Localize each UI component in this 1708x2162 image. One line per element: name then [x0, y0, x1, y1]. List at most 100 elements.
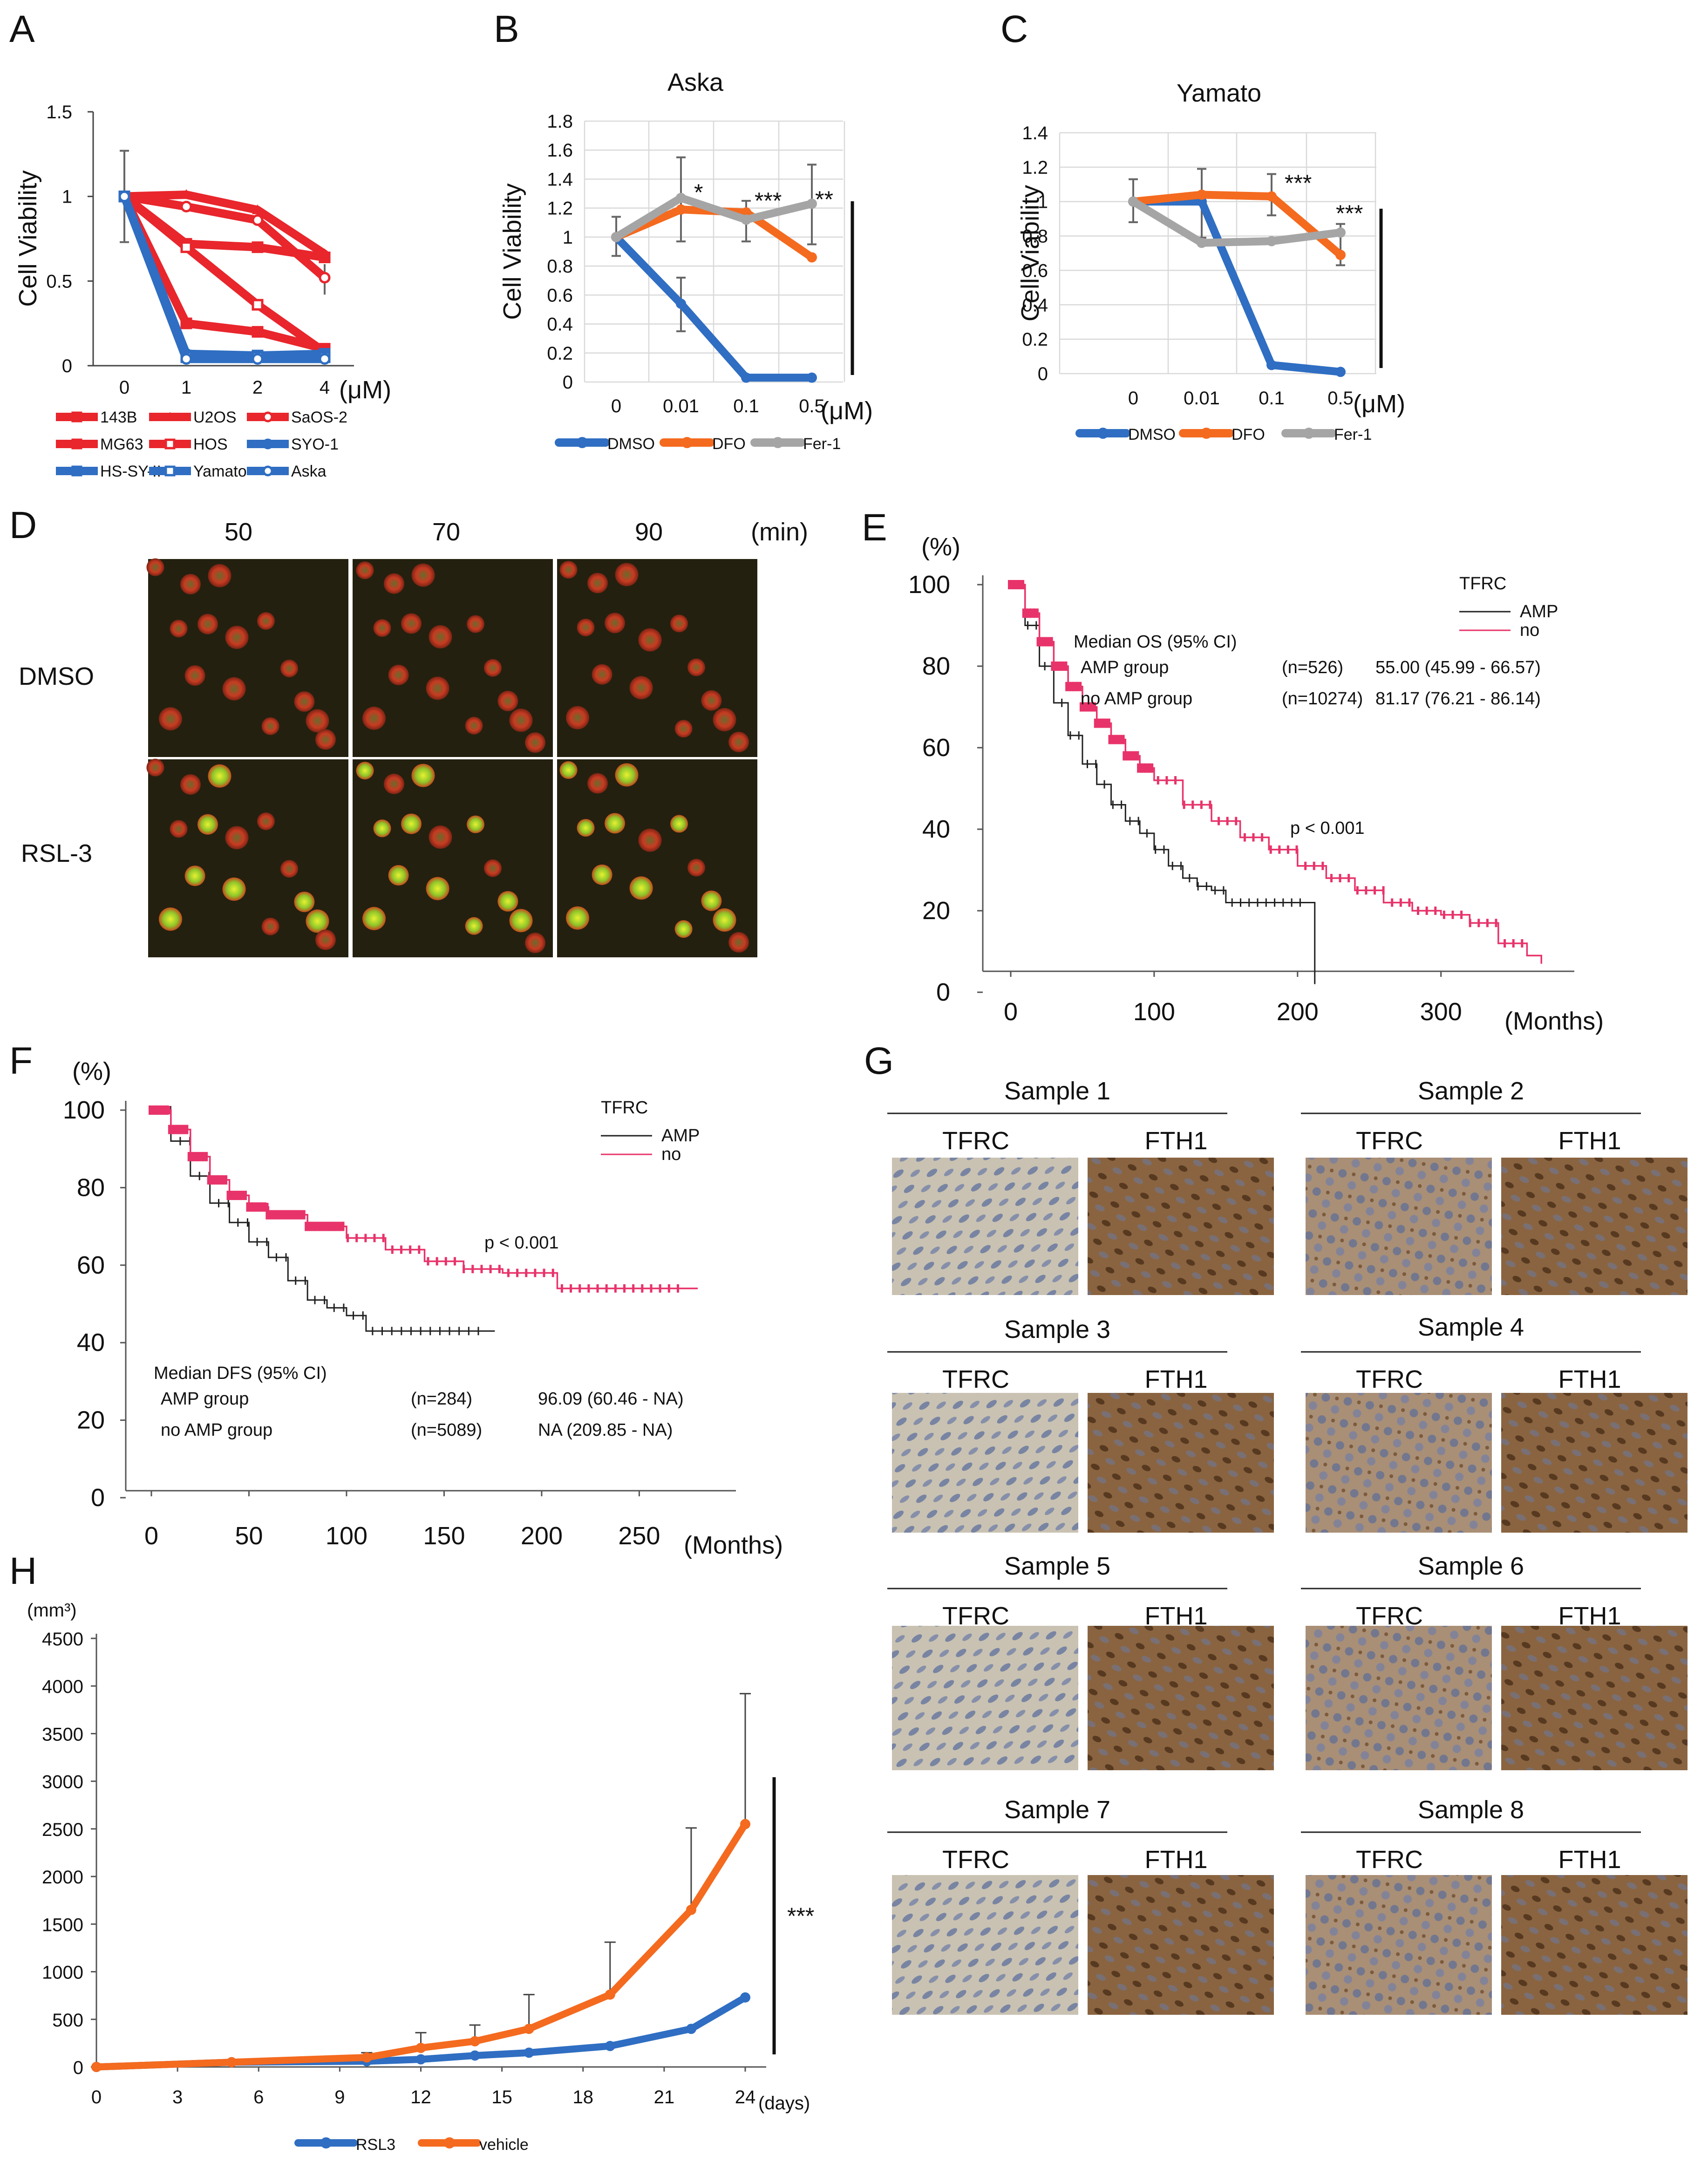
ihc-image-fth1	[1501, 1875, 1688, 2015]
cell	[587, 773, 608, 794]
cell	[509, 909, 533, 933]
y-unit-label: (%)	[72, 1057, 111, 1085]
y-tick-label: 0.2	[1022, 329, 1048, 350]
legend-title: TFRC	[601, 1098, 648, 1118]
stain-label-tfrc: TFRC	[942, 1127, 1009, 1155]
y-tick-label: 4500	[42, 1629, 83, 1650]
panel-label-A: A	[9, 8, 35, 50]
panel-label-G: G	[864, 1040, 894, 1082]
censor-dense	[260, 1202, 266, 1212]
x-tick-label: 0.01	[663, 396, 699, 416]
y-tick-label: 1	[62, 187, 72, 207]
cell	[728, 932, 749, 953]
censor-dense	[309, 1221, 315, 1231]
cell	[484, 859, 502, 877]
cell	[701, 690, 722, 711]
cell	[159, 707, 182, 730]
cell	[566, 906, 589, 930]
legend-label: Yamato	[193, 463, 247, 480]
data-point-SaOS-2	[319, 272, 331, 284]
cell	[356, 561, 374, 580]
cell	[465, 917, 483, 935]
y-tick-label: 3000	[42, 1772, 83, 1793]
cell	[525, 933, 545, 953]
sample-title: Sample 1	[1004, 1077, 1110, 1105]
stats-value: 55.00 (45.99 - 66.57)	[1375, 658, 1541, 677]
x-unit-label: (μM)	[1353, 390, 1405, 418]
km-curve-no	[151, 1109, 698, 1289]
y-tick-label: 0	[73, 2058, 83, 2078]
censor-dense	[149, 1105, 154, 1115]
censor-dense	[256, 1202, 262, 1212]
series-line-Fer-1	[612, 194, 816, 241]
data-point-DMSO	[741, 372, 751, 383]
sample-title: Sample 4	[1418, 1313, 1524, 1341]
data-point-Fer-1	[807, 198, 817, 209]
censor-dense	[1047, 637, 1053, 647]
cell	[638, 628, 662, 652]
stats-group: AMP group	[161, 1389, 249, 1409]
cell	[559, 561, 578, 579]
legend-label: Fer-1	[1334, 426, 1372, 443]
cell	[484, 659, 502, 677]
legend-marker	[1097, 428, 1109, 439]
chart-C: Yamato 0 0.2 0.4 0.6 0.8 1 1.2 1.4 0 0.01 0.1 0.5 (μM…	[1016, 79, 1405, 443]
legend-label: DMSO	[1128, 426, 1176, 443]
cell	[208, 764, 231, 788]
cell	[146, 558, 164, 576]
censor-dense	[241, 1191, 247, 1200]
legend-marker	[71, 465, 82, 477]
legend-label: AMP	[661, 1126, 700, 1146]
stats-group: AMP group	[1081, 658, 1169, 677]
panel-label-E: E	[862, 506, 887, 549]
legend-label: Fer-1	[803, 435, 841, 453]
cell	[467, 815, 484, 833]
y-axis-label: Cell Viability	[1016, 185, 1044, 321]
cell	[384, 773, 404, 794]
cell	[401, 613, 422, 634]
y-tick-label: 100	[908, 571, 950, 599]
legend-label: U2OS	[193, 409, 237, 426]
data-point-Fer-1	[1128, 196, 1138, 207]
chart-B: Aska 0 0.2 0.4 0.6 0.8 1 1.2 1.4 1.6 1.8 0 0.01 0.1 0.…	[498, 68, 873, 453]
y-tick-label: 0	[936, 978, 950, 1006]
stain-label-tfrc: TFRC	[942, 1365, 1009, 1393]
y-tick-label: 1	[563, 227, 573, 248]
y-tick-label: 1.6	[547, 140, 573, 161]
y-axis-label: Cell Viability	[14, 170, 42, 307]
panel-label-F: F	[9, 1040, 33, 1082]
cell	[638, 828, 662, 852]
data-point-Aska	[319, 353, 331, 365]
y-tick-label: 0	[563, 372, 573, 393]
stain-label-fth1: FTH1	[1145, 1846, 1208, 1874]
y-tick-label: 4000	[42, 1677, 83, 1697]
legend-label: SaOS-2	[291, 409, 347, 426]
legend-marker	[164, 465, 176, 477]
censor-dense	[177, 1125, 184, 1134]
x-unit-label: (Months)	[684, 1531, 783, 1559]
censor-dense	[212, 1175, 218, 1185]
km-curve-AMP	[1011, 584, 1316, 984]
x-unit-label: (μM)	[339, 376, 391, 404]
censor-dense	[1033, 608, 1039, 618]
data-point-vehicle	[361, 2052, 372, 2063]
legend-label: vehicle	[479, 2136, 529, 2154]
x-tick-label: 0	[91, 2087, 102, 2107]
sample-title: Sample 6	[1418, 1552, 1524, 1580]
legend-label: DFO	[712, 435, 746, 453]
cell	[615, 763, 639, 787]
cell	[362, 907, 386, 930]
x-tick-label: 100	[326, 1522, 367, 1550]
y-tick-label: 100	[63, 1096, 105, 1124]
legend-label: HOS	[193, 436, 228, 453]
p-value: p < 0.001	[1290, 818, 1365, 838]
stats-group: no AMP group	[1081, 689, 1192, 709]
x-tick-label: 0.1	[1259, 388, 1285, 409]
y-tick-label: 3500	[42, 1724, 83, 1745]
cell	[280, 659, 298, 677]
row-label: RSL-3	[21, 839, 92, 867]
data-point-Aska	[252, 353, 264, 365]
x-tick-label: 0.1	[733, 396, 759, 416]
cell	[373, 819, 391, 838]
